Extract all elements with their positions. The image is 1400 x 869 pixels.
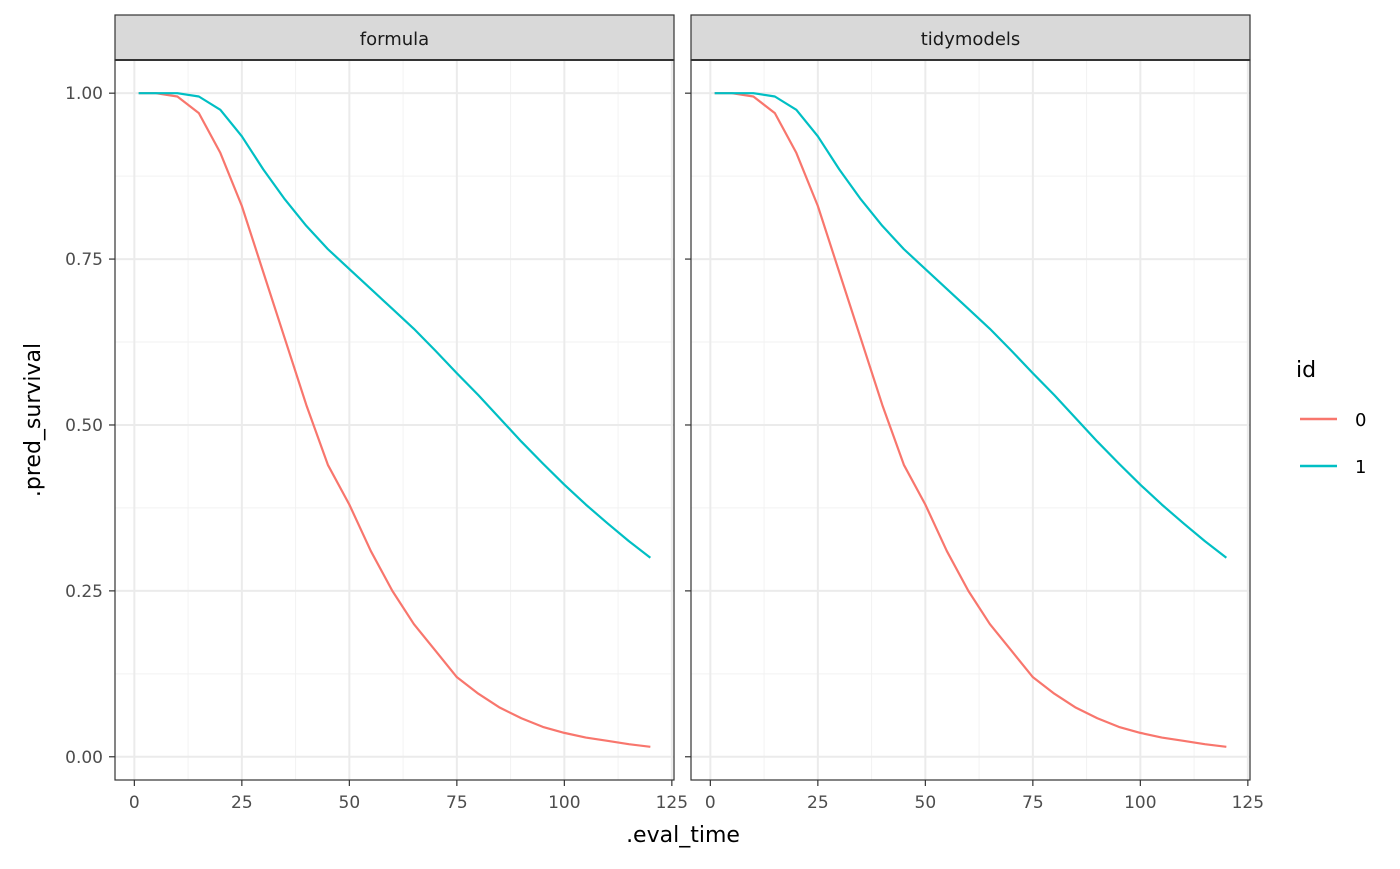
series-line-0: [714, 92, 1227, 748]
x-tick-label: 25: [807, 793, 829, 813]
series-line-1: [138, 92, 652, 559]
panels-layer: formula 0 25 50 75 100 125 0.00 0.25 0.50 0.75 1.00…: [65, 14, 1264, 813]
x-tick-label: 25: [231, 793, 253, 813]
x-tick-label: 125: [1232, 793, 1264, 813]
legend-entries: 01: [1300, 410, 1366, 478]
x-tick-label: 50: [339, 793, 361, 813]
x-tick-label: 100: [548, 793, 580, 813]
series-line-1: [714, 92, 1228, 559]
facet-strip: [114, 14, 675, 61]
legend-label: 0: [1355, 410, 1366, 431]
y-tick-label: 0.00: [65, 748, 103, 768]
x-tick-label: 75: [446, 793, 468, 813]
x-tick-label: 0: [705, 793, 716, 813]
legend-label: 1: [1355, 457, 1366, 478]
facet-strip: [690, 14, 1251, 61]
x-tick-label: 0: [129, 793, 140, 813]
y-tick-label: 0.75: [65, 250, 103, 270]
panel-1: formula 0 25 50 75 100 125 0.00 0.25 0.50 0.75 1.00: [65, 14, 688, 813]
x-axis-title: .eval_time: [626, 823, 740, 848]
x-tick-label: 50: [915, 793, 937, 813]
legend-title: id: [1296, 358, 1316, 383]
y-tick-label: 0.50: [65, 416, 103, 436]
y-tick-label: 0.25: [65, 582, 103, 602]
y-tick-label: 1.00: [65, 84, 103, 104]
legend: id 01: [1296, 358, 1366, 478]
series-line-0: [138, 92, 651, 748]
x-tick-label: 75: [1022, 793, 1044, 813]
facet-strip-label: formula: [360, 29, 429, 50]
panel-border: [114, 59, 675, 781]
panel-2: tidymodels 0 25 50 75 100 125: [685, 14, 1264, 813]
x-tick-label: 100: [1124, 793, 1156, 813]
facet-strip-label: tidymodels: [921, 29, 1021, 50]
legend-entry-0: 0: [1300, 410, 1366, 431]
panel-border: [690, 59, 1251, 781]
y-axis-title: .pred_survival: [21, 343, 46, 497]
x-tick-label: 125: [656, 793, 688, 813]
legend-entry-1: 1: [1300, 457, 1366, 478]
